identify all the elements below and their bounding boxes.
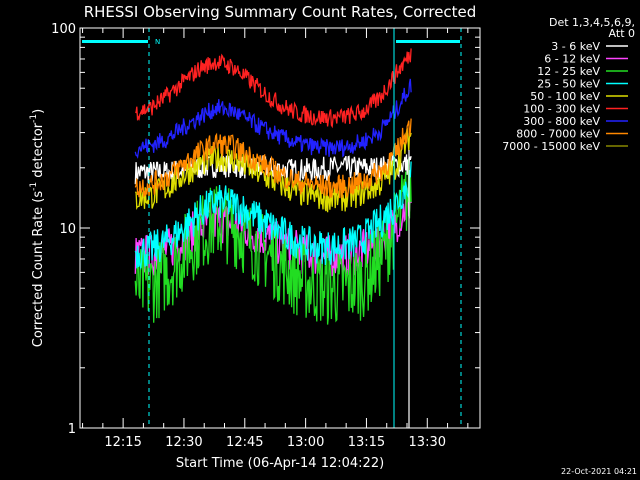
- legend-label: 50 - 100 keV: [530, 90, 600, 103]
- legend-label: 3 - 6 keV: [551, 40, 600, 53]
- legend-label: 6 - 12 keV: [544, 53, 600, 66]
- series-line-5: [135, 48, 412, 129]
- axes-layer: 1 10 100 12:15 12:30 12:45 13:00 13:15 13:30: [51, 22, 481, 450]
- legend-label: 100 - 300 keV: [523, 103, 600, 116]
- x-tick-label: 13:15: [348, 435, 385, 450]
- overlay-layer: N: [82, 28, 462, 428]
- series-layer: [134, 48, 412, 325]
- series-line-2: [134, 157, 412, 325]
- series-line-3: [134, 161, 412, 270]
- y-tick-label: 100: [51, 22, 76, 37]
- x-tick-label: 12:30: [165, 435, 202, 450]
- legend-label: 800 - 7000 keV: [516, 128, 600, 141]
- x-tick-label: 13:00: [287, 435, 324, 450]
- series-line-7: [134, 118, 412, 199]
- legend-label: 300 - 800 keV: [523, 115, 600, 128]
- y-tick-label: 1: [68, 422, 76, 437]
- series-line-4: [134, 127, 412, 213]
- x-tick-label: 13:30: [409, 435, 446, 450]
- y-tick-label: 10: [59, 222, 76, 237]
- legend-title-line: Det 1,3,4,5,6,9,: [549, 16, 635, 29]
- svg-text:Corrected Count Rate (s-1 dete: Corrected Count Rate (s-1 detector-1): [29, 109, 46, 347]
- legend-title-line: Att 0: [609, 27, 635, 40]
- chart-title: RHESSI Observing Summary Count Rates, Co…: [84, 3, 477, 21]
- legend-label: 7000 - 15000 keV: [502, 140, 600, 153]
- flag-bar-left: [82, 40, 148, 43]
- series-line-6: [134, 78, 412, 159]
- x-tick-label: 12:15: [104, 435, 141, 450]
- y-axis-label: Corrected Count Rate (s-1 detector-1): [29, 109, 46, 347]
- footer-date: 22-Oct-2021 04:21: [561, 467, 637, 476]
- flag-bar-right: [396, 40, 460, 43]
- x-axis-label: Start Time (06-Apr-14 12:04:22): [176, 456, 384, 471]
- legend-label: 12 - 25 keV: [537, 65, 600, 78]
- x-tick-label: 12:45: [226, 435, 263, 450]
- legend-label: 25 - 50 keV: [537, 78, 600, 91]
- flag-label: N: [155, 38, 160, 46]
